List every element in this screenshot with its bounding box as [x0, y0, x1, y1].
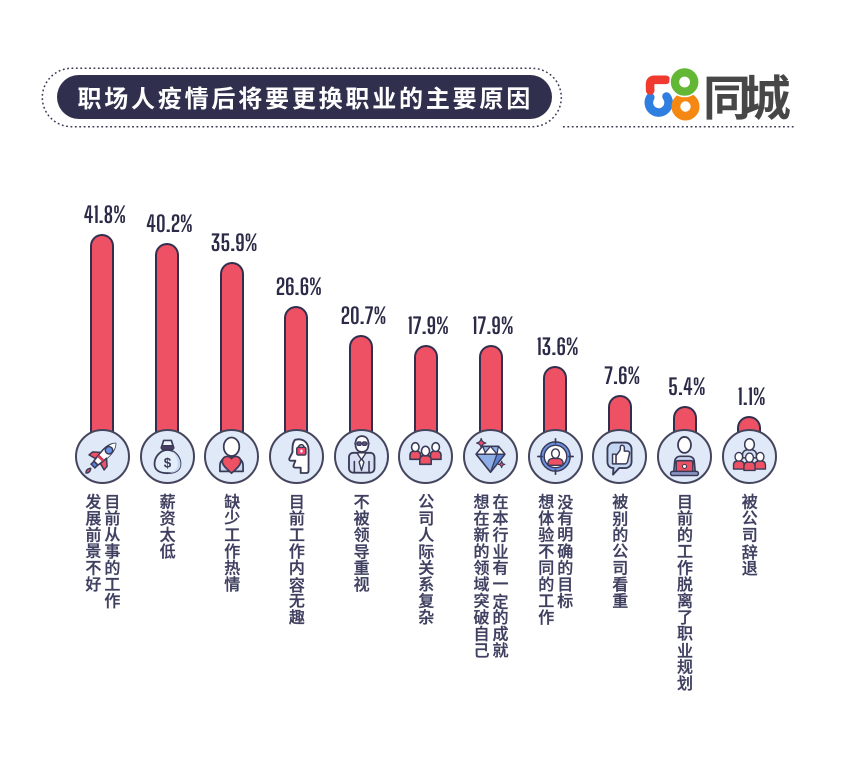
svg-text:$: $	[163, 456, 171, 471]
svg-text:同城: 同城	[703, 66, 791, 126]
